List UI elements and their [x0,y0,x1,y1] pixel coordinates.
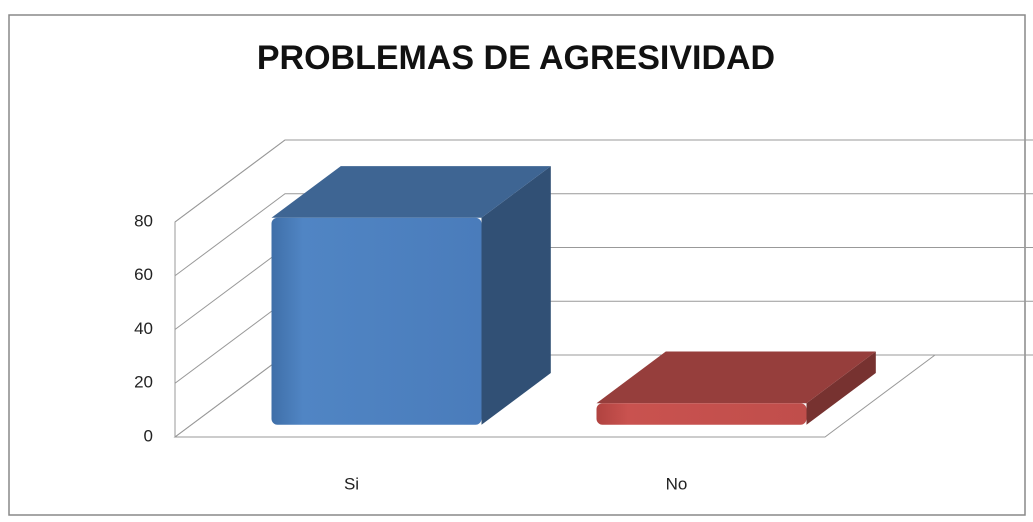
bar-side [806,351,876,425]
bar [596,403,807,425]
bar-side [481,166,551,425]
y-tick-label: 20 [134,373,153,392]
x-tick-label: Si [344,474,359,493]
bar [271,217,482,425]
grid-line [174,139,1033,223]
grid-line [174,193,1033,277]
y-tick-label: 60 [134,265,153,284]
bar-top [596,351,876,404]
bar-top [271,166,551,218]
x-tick-label: No [666,474,688,493]
y-tick-label: 80 [134,211,153,230]
y-tick-label: 40 [134,319,153,338]
chart-title: PROBLEMAS DE AGRESIVIDAD [257,39,775,77]
y-tick-label: 0 [144,426,153,445]
